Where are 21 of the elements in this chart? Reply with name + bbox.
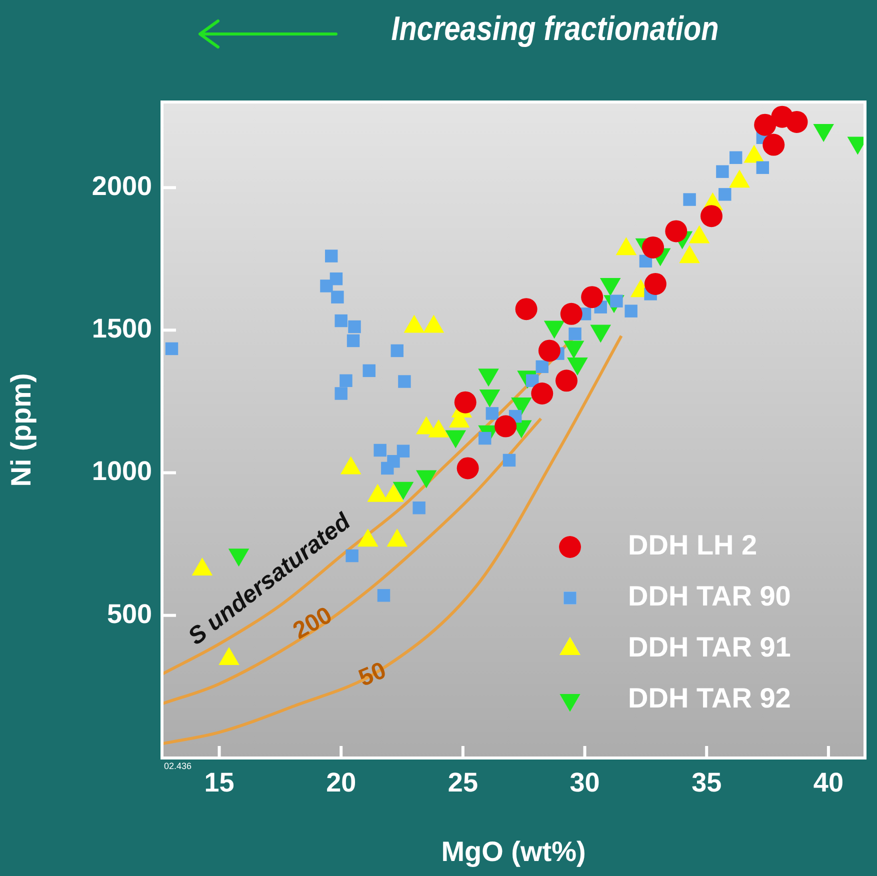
line-series	[162, 334, 623, 746]
y-tick-label: 500	[106, 598, 152, 629]
legend-label: DDH LH 2	[628, 530, 758, 561]
x-tick-label: 20	[326, 768, 356, 798]
y-axis-title: Ni (ppm)	[6, 373, 37, 487]
x-tick-label: 40	[813, 768, 844, 798]
y-tick-label: 2000	[92, 171, 152, 202]
annotation: 50	[354, 656, 390, 692]
x-tick-label: 30	[570, 768, 600, 798]
x-tick-label: 35	[692, 768, 722, 798]
y-tick-label: 1500	[92, 314, 152, 344]
legend-label: DDH TAR 91	[628, 632, 791, 663]
text: 02.436	[164, 760, 192, 771]
y-tick-label: 1000	[92, 456, 152, 486]
x-axis-title: MgO (wt%)	[441, 836, 586, 867]
legend-label: DDH TAR 92	[628, 682, 791, 714]
line-series	[162, 417, 542, 706]
legend-label: DDH TAR 90	[628, 580, 791, 612]
x-tick-label: 15	[204, 768, 234, 798]
chart-title: Increasing fractionation	[390, 10, 720, 49]
x-tick-label: 25	[448, 768, 478, 798]
